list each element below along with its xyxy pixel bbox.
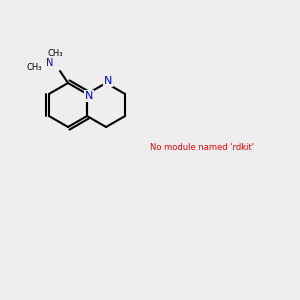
Text: CH₃: CH₃ xyxy=(47,49,63,58)
Text: N: N xyxy=(104,76,112,86)
Text: CH₃: CH₃ xyxy=(26,64,42,73)
Text: No module named 'rdkit': No module named 'rdkit' xyxy=(150,143,254,152)
Text: N: N xyxy=(85,91,93,101)
Text: N: N xyxy=(46,58,54,68)
